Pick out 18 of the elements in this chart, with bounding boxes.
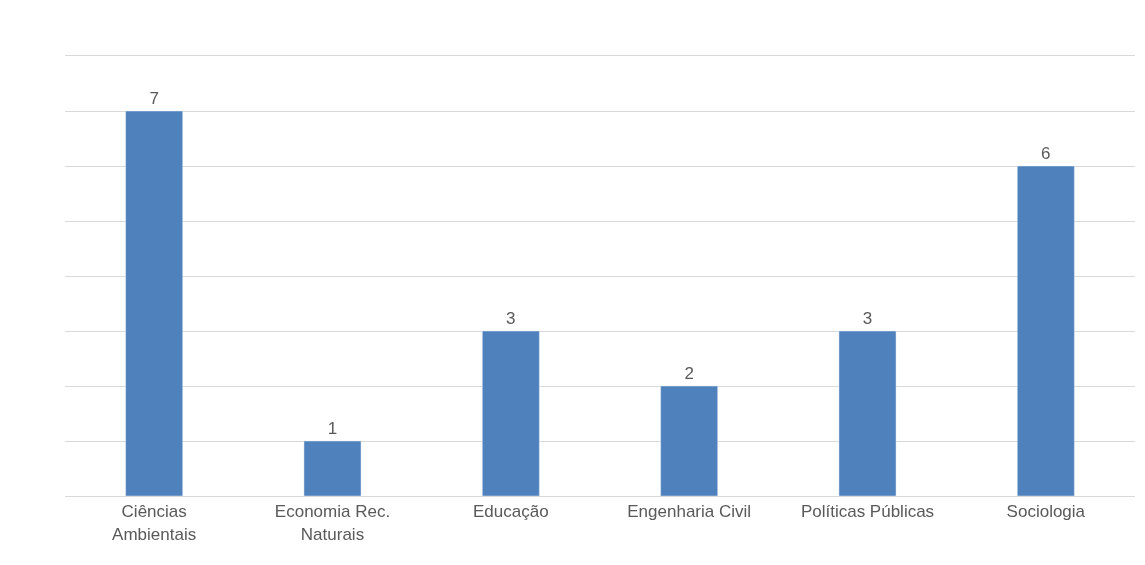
x-tick-label: Políticas Públicas xyxy=(800,502,935,522)
bar xyxy=(125,110,183,496)
bar xyxy=(1017,165,1075,496)
bar xyxy=(482,330,540,496)
bar xyxy=(660,385,718,496)
data-label: 3 xyxy=(506,309,516,328)
data-label: 7 xyxy=(149,89,159,108)
data-label: 3 xyxy=(862,309,873,328)
x-tick-label: Engenharia Civil xyxy=(627,502,752,522)
data-label: 2 xyxy=(684,364,694,383)
data-label: 1 xyxy=(327,419,338,438)
x-tick-label: Economia Rec. Naturais xyxy=(274,502,391,544)
x-tick-label: Ciências Ambientais xyxy=(112,502,197,544)
data-label: 6 xyxy=(1041,144,1051,163)
x-tick-label: Sociologia xyxy=(1006,502,1086,522)
bar xyxy=(838,330,897,496)
x-tick-label: Educação xyxy=(473,502,549,522)
bar xyxy=(303,440,362,496)
